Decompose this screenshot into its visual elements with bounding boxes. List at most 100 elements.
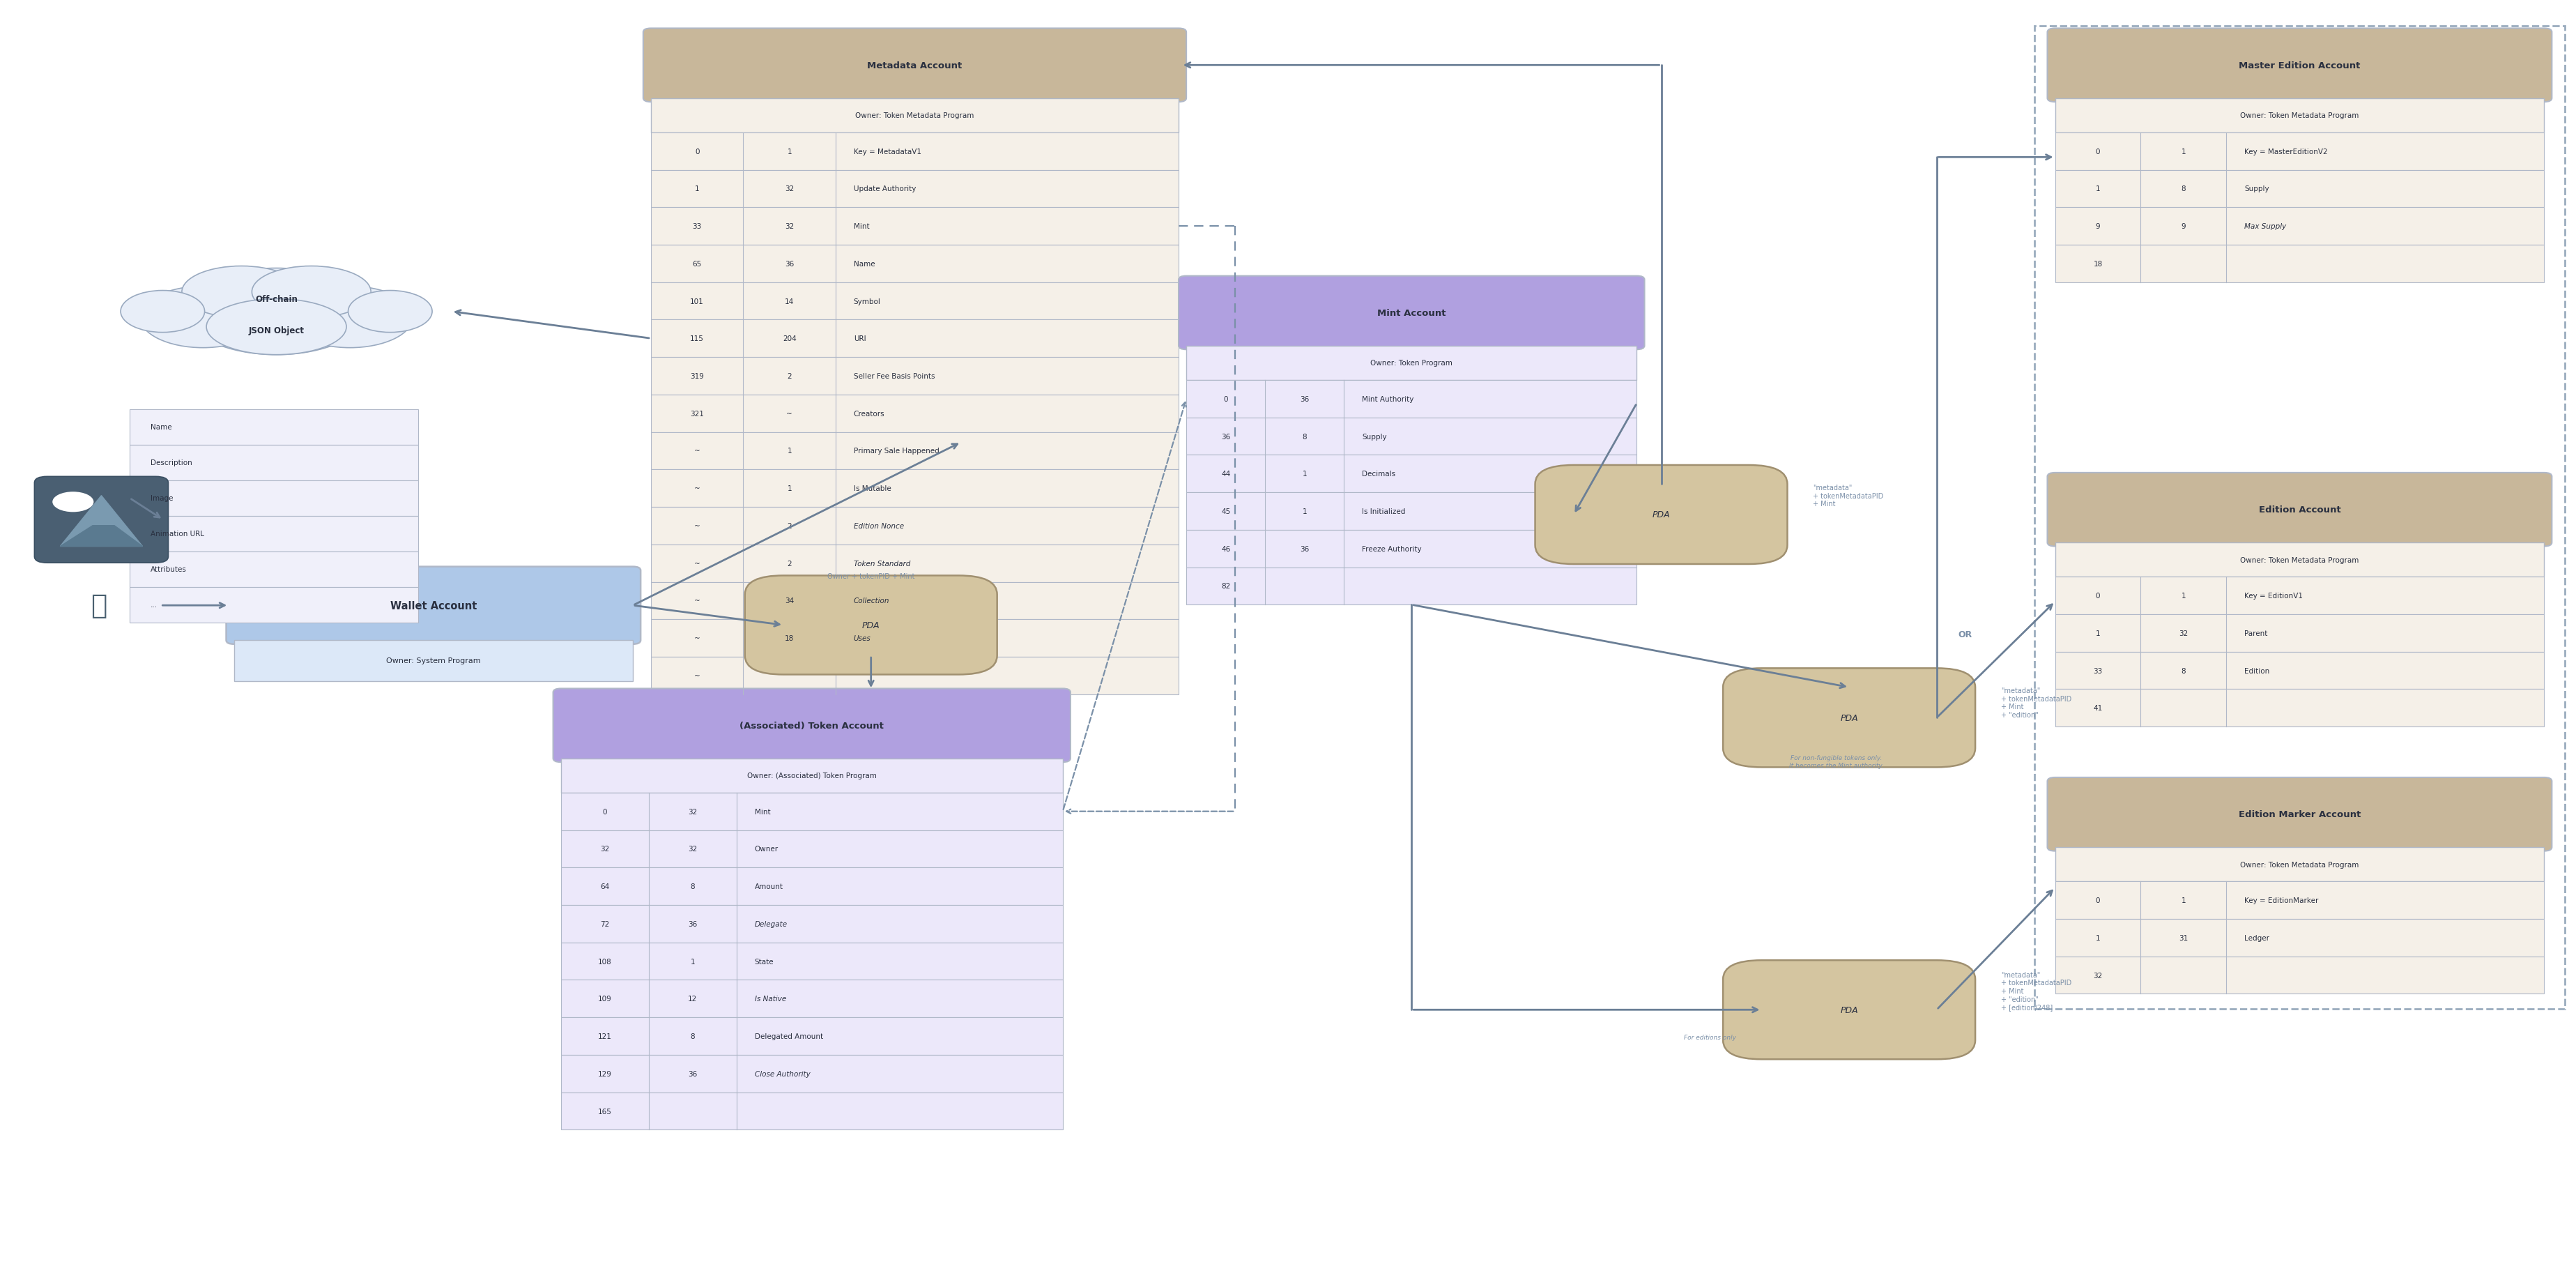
Text: Key = EditionMarker: Key = EditionMarker: [2244, 897, 2318, 904]
Text: 2: 2: [788, 561, 791, 567]
FancyBboxPatch shape: [652, 582, 1180, 620]
FancyBboxPatch shape: [234, 641, 634, 681]
Text: 1: 1: [788, 149, 791, 155]
Text: Decimals: Decimals: [1363, 470, 1396, 478]
FancyBboxPatch shape: [562, 830, 1064, 868]
FancyBboxPatch shape: [129, 516, 417, 552]
Text: 101: 101: [690, 297, 703, 305]
Text: 1: 1: [690, 958, 696, 965]
Text: Creators: Creators: [853, 411, 884, 417]
Text: 2: 2: [788, 522, 791, 530]
Text: PDA: PDA: [863, 620, 881, 630]
Text: URI: URI: [853, 336, 866, 342]
Text: Delegated Amount: Delegated Amount: [755, 1033, 822, 1040]
Text: Ledger: Ledger: [2244, 934, 2269, 942]
FancyBboxPatch shape: [652, 357, 1180, 395]
Text: Seller Fee Basis Points: Seller Fee Basis Points: [853, 372, 935, 380]
FancyBboxPatch shape: [33, 477, 167, 563]
Text: Edition Marker Account: Edition Marker Account: [2239, 810, 2360, 819]
FancyBboxPatch shape: [562, 868, 1064, 905]
Text: JSON Object: JSON Object: [247, 327, 304, 336]
FancyBboxPatch shape: [129, 409, 417, 445]
FancyBboxPatch shape: [652, 282, 1180, 320]
Text: Mint: Mint: [853, 222, 868, 230]
Text: Parent: Parent: [2244, 630, 2267, 637]
Text: 32: 32: [688, 808, 698, 815]
FancyBboxPatch shape: [1180, 276, 1643, 350]
Text: 36: 36: [786, 261, 793, 267]
Text: Owner: Token Metadata Program: Owner: Token Metadata Program: [2241, 557, 2360, 563]
FancyBboxPatch shape: [2056, 689, 2545, 727]
FancyBboxPatch shape: [644, 29, 1188, 103]
Text: 8: 8: [690, 1033, 696, 1040]
FancyBboxPatch shape: [129, 445, 417, 480]
Text: 1: 1: [696, 186, 701, 193]
Text: Mint Account: Mint Account: [1378, 309, 1445, 318]
Text: ~: ~: [693, 522, 701, 530]
FancyBboxPatch shape: [652, 99, 1180, 133]
FancyBboxPatch shape: [129, 552, 417, 587]
FancyBboxPatch shape: [744, 576, 997, 675]
FancyBboxPatch shape: [652, 432, 1180, 470]
FancyBboxPatch shape: [227, 567, 641, 644]
Text: Mint Authority: Mint Authority: [1363, 395, 1414, 403]
Text: ~: ~: [786, 411, 793, 417]
Text: 121: 121: [598, 1033, 611, 1040]
Text: 18: 18: [2094, 261, 2102, 267]
Text: "metadata"
+ tokenMetadataPID
+ Mint: "metadata" + tokenMetadataPID + Mint: [1814, 484, 1883, 507]
Text: 8: 8: [1303, 433, 1306, 440]
Text: 44: 44: [1221, 470, 1231, 478]
Text: Off-chain: Off-chain: [255, 295, 299, 304]
Text: Key = MasterEditionV2: Key = MasterEditionV2: [2244, 149, 2329, 155]
FancyBboxPatch shape: [562, 793, 1064, 830]
Text: ~: ~: [693, 672, 701, 679]
FancyBboxPatch shape: [652, 545, 1180, 582]
Ellipse shape: [183, 267, 301, 318]
Text: 0: 0: [603, 808, 608, 815]
Text: 82: 82: [1221, 583, 1231, 590]
Text: 1: 1: [2182, 592, 2187, 600]
FancyBboxPatch shape: [554, 689, 1072, 763]
Text: 41: 41: [2094, 704, 2102, 712]
Text: 36: 36: [1301, 395, 1309, 403]
Text: 32: 32: [600, 845, 611, 853]
Polygon shape: [59, 496, 142, 547]
Text: Owner + tokenPID + Mint: Owner + tokenPID + Mint: [827, 573, 914, 580]
Text: 2: 2: [788, 372, 791, 380]
Polygon shape: [59, 526, 142, 547]
Text: 1: 1: [2182, 149, 2187, 155]
Text: ~: ~: [693, 486, 701, 492]
Text: 32: 32: [2179, 630, 2187, 637]
FancyBboxPatch shape: [2056, 170, 2545, 208]
FancyBboxPatch shape: [1535, 465, 1788, 564]
FancyBboxPatch shape: [1723, 669, 1976, 768]
Text: Is Mutable: Is Mutable: [853, 486, 891, 492]
FancyBboxPatch shape: [562, 943, 1064, 980]
FancyBboxPatch shape: [129, 587, 417, 623]
Text: 45: 45: [1221, 508, 1231, 515]
Text: Token Standard: Token Standard: [853, 561, 909, 567]
Text: Owner: Token Metadata Program: Owner: Token Metadata Program: [855, 112, 974, 119]
Text: 32: 32: [688, 845, 698, 853]
Text: 33: 33: [693, 222, 701, 230]
FancyBboxPatch shape: [562, 980, 1064, 1018]
Text: ...: ...: [149, 601, 157, 609]
Text: 33: 33: [2094, 667, 2102, 674]
Text: Attributes: Attributes: [149, 566, 185, 573]
FancyBboxPatch shape: [2048, 29, 2553, 103]
Text: Animation URL: Animation URL: [149, 530, 204, 538]
Ellipse shape: [139, 287, 265, 348]
Text: 32: 32: [786, 186, 793, 193]
FancyBboxPatch shape: [2056, 919, 2545, 957]
Text: Name: Name: [149, 425, 173, 431]
FancyBboxPatch shape: [652, 245, 1180, 282]
Text: ~: ~: [693, 447, 701, 455]
Text: 1: 1: [788, 486, 791, 492]
Text: Mint: Mint: [755, 808, 770, 815]
FancyBboxPatch shape: [652, 657, 1180, 694]
Text: 1: 1: [2094, 934, 2099, 942]
Text: Max Supply: Max Supply: [2244, 222, 2287, 230]
FancyBboxPatch shape: [1188, 455, 1636, 493]
FancyBboxPatch shape: [2056, 615, 2545, 652]
Text: 32: 32: [786, 222, 793, 230]
